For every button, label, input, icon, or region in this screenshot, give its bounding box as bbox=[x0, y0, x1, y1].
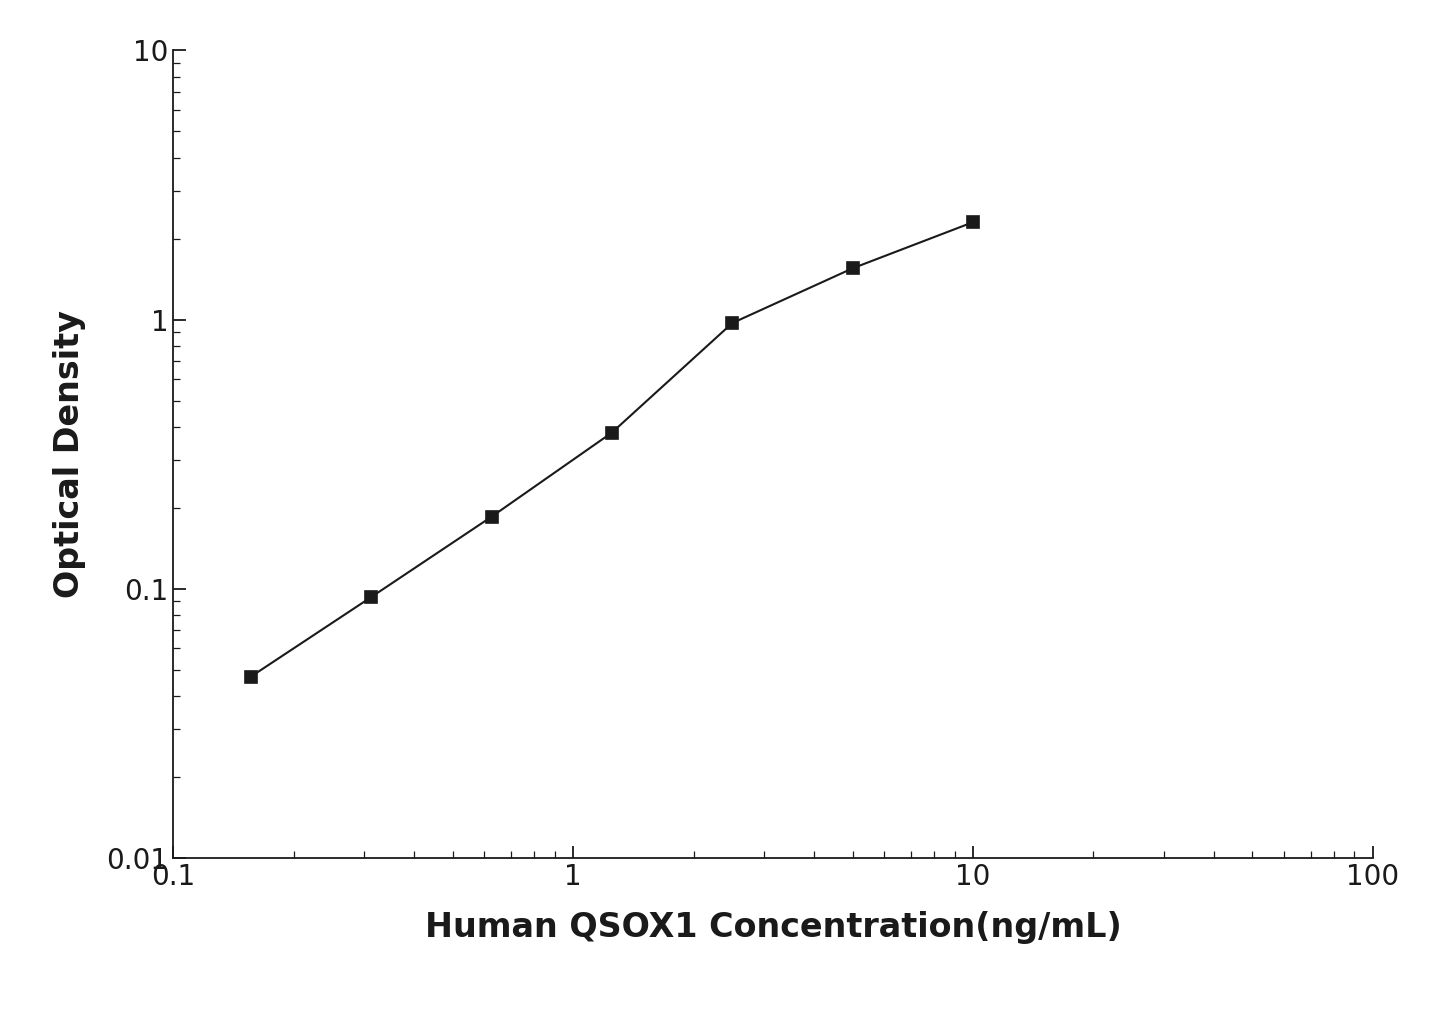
Y-axis label: Optical Density: Optical Density bbox=[52, 310, 85, 598]
X-axis label: Human QSOX1 Concentration(ng/mL): Human QSOX1 Concentration(ng/mL) bbox=[425, 911, 1121, 944]
